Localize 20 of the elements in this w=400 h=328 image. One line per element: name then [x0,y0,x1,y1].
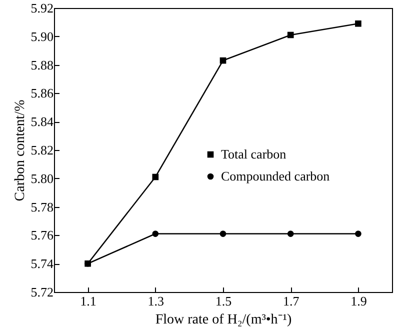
legend-label: Compounded carbon [221,168,330,184]
y-tick-label: 5.88 [30,57,54,72]
x-tick-label: 1.3 [148,294,164,308]
y-tick-label: 5.78 [30,199,54,214]
x-axis-title: Flow rate of H₂/(m³•h⁻¹) [155,312,292,328]
y-tick-label: 5.80 [30,170,54,186]
y-tick-label: 5.72 [30,284,54,300]
y-tick-label: 5.92 [30,0,54,16]
y-tick-label: 5.82 [30,142,54,158]
y-tick-label: 5.90 [30,28,54,44]
y-tick-label: 5.76 [30,228,54,243]
x-tick-label: 1.5 [215,294,232,308]
x-tick-label: 1.9 [350,294,367,308]
y-axis-title: Carbon content/% [12,99,28,202]
x-tick-label: 1.7 [282,294,300,308]
y-tick-label: 5.74 [30,256,54,272]
x-tick-label: 1.1 [80,294,96,308]
legend-label: Total carbon [221,146,287,162]
y-tick-label: 5.84 [30,114,54,130]
y-tick-label: 5.86 [30,86,54,101]
